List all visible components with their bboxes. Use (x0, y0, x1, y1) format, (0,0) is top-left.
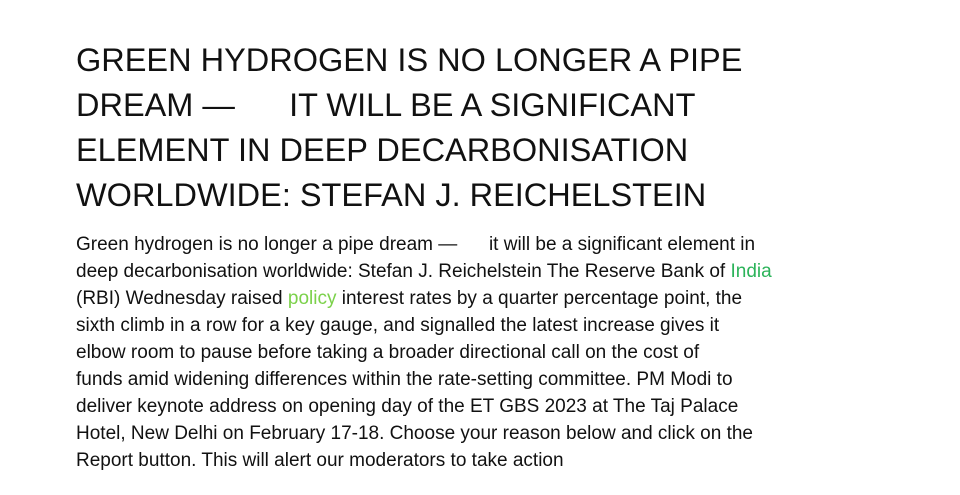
body-line: (RBI) Wednesday raised policy interest r… (76, 285, 876, 312)
body-line: deep decarbonisation worldwide: Stefan J… (76, 258, 876, 285)
body-text-segment: interest rates by a quarter percentage p… (336, 288, 743, 309)
headline-line: DREAM — IT WILL BE A SIGNIFICANT (76, 87, 696, 123)
body-line: deliver keynote address on opening day o… (76, 396, 739, 417)
headline-line: ELEMENT IN DEEP DECARBONISATION (76, 132, 689, 168)
body-text-segment: deep decarbonisation worldwide: Stefan J… (76, 261, 731, 282)
article: GREEN HYDROGEN IS NO LONGER A PIPE DREAM … (76, 38, 896, 474)
body-line: Green hydrogen is no longer a pipe dream… (76, 234, 756, 255)
body-line: Hotel, New Delhi on February 17-18. Choo… (76, 423, 753, 444)
body-line: elbow room to pause before taking a broa… (76, 342, 700, 363)
india-link[interactable]: India (730, 261, 772, 282)
body-text-segment: (RBI) Wednesday raised (76, 288, 288, 309)
headline-line: GREEN HYDROGEN IS NO LONGER A PIPE (76, 42, 743, 78)
body-line: funds amid widening differences within t… (76, 369, 733, 390)
body-line: sixth climb in a row for a key gauge, an… (76, 315, 720, 336)
article-headline: GREEN HYDROGEN IS NO LONGER A PIPE DREAM … (76, 38, 836, 218)
policy-link[interactable]: policy (287, 288, 337, 309)
article-body: Green hydrogen is no longer a pipe dream… (76, 231, 876, 474)
body-line: Report button. This will alert our moder… (76, 450, 564, 471)
headline-line: WORLDWIDE: STEFAN J. REICHELSTEIN (76, 177, 707, 213)
